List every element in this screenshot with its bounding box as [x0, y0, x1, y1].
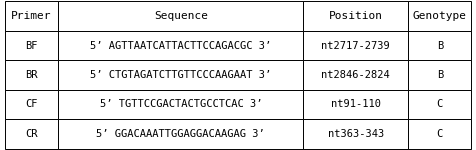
Bar [303, 90, 408, 119]
Bar [303, 2, 408, 31]
Bar [408, 60, 471, 90]
Bar [59, 119, 303, 148]
Bar [59, 60, 303, 90]
Text: nt91-110: nt91-110 [331, 99, 381, 109]
Text: Position: Position [329, 11, 383, 21]
Bar [5, 31, 59, 60]
Text: nt2846-2824: nt2846-2824 [321, 70, 390, 80]
Bar [59, 90, 303, 119]
Bar [303, 119, 408, 148]
Text: 5’ TGTTCCGACTACTGCCTCAC 3’: 5’ TGTTCCGACTACTGCCTCAC 3’ [99, 99, 262, 109]
Text: B: B [436, 41, 443, 51]
Text: nt2717-2739: nt2717-2739 [321, 41, 390, 51]
Bar [59, 31, 303, 60]
Bar [5, 60, 59, 90]
Bar [408, 119, 471, 148]
Text: CR: CR [25, 129, 38, 139]
Bar [59, 2, 303, 31]
Bar [5, 90, 59, 119]
Text: CF: CF [25, 99, 38, 109]
Bar [5, 119, 59, 148]
Bar [408, 90, 471, 119]
Bar [303, 60, 408, 90]
Text: Primer: Primer [11, 11, 52, 21]
Text: BF: BF [25, 41, 38, 51]
Bar [5, 2, 59, 31]
Text: nt363-343: nt363-343 [327, 129, 384, 139]
Text: C: C [436, 129, 443, 139]
Text: Sequence: Sequence [154, 11, 208, 21]
Text: 5’ AGTTAATCATTACTTCCAGACGC 3’: 5’ AGTTAATCATTACTTCCAGACGC 3’ [90, 41, 271, 51]
Text: Genotype: Genotype [413, 11, 467, 21]
Text: C: C [436, 99, 443, 109]
Bar [303, 31, 408, 60]
Text: BR: BR [25, 70, 38, 80]
Text: 5’ GGACAAATTGGAGGACAAGAG 3’: 5’ GGACAAATTGGAGGACAAGAG 3’ [97, 129, 265, 139]
Bar [408, 2, 471, 31]
Text: B: B [436, 70, 443, 80]
Text: 5’ CTGTAGATCTTGTTCCCAAGAAT 3’: 5’ CTGTAGATCTTGTTCCCAAGAAT 3’ [90, 70, 271, 80]
Bar [408, 31, 471, 60]
